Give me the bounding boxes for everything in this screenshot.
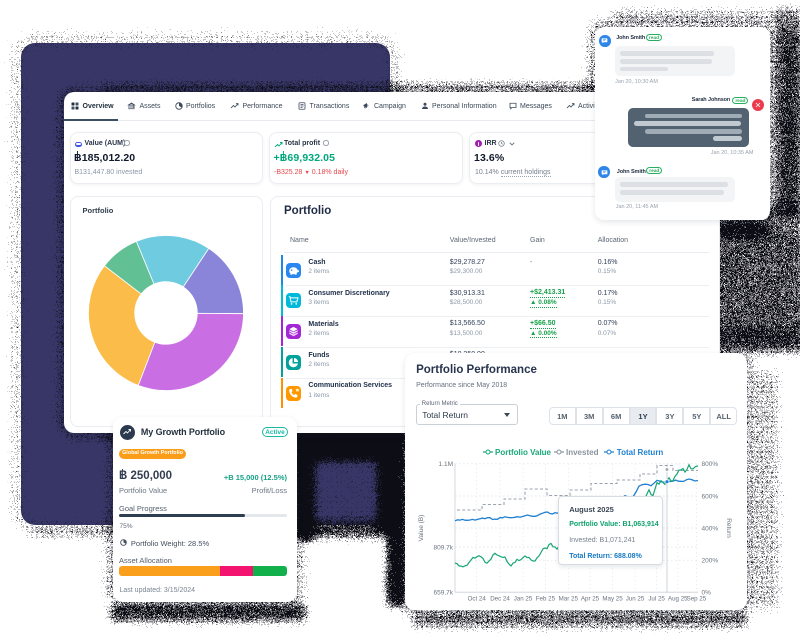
svg-text:Oct 24: Oct 24 bbox=[468, 596, 487, 603]
svg-text:Mar 25: Mar 25 bbox=[559, 596, 579, 603]
svg-text:Value (B): Value (B) bbox=[418, 515, 425, 542]
svg-text:Return: Return bbox=[725, 518, 732, 538]
svg-text:Feb 25: Feb 25 bbox=[536, 596, 556, 603]
svg-text:May 25: May 25 bbox=[602, 596, 623, 603]
svg-text:1.1M: 1.1M bbox=[439, 461, 453, 468]
svg-text:Jan 25: Jan 25 bbox=[514, 596, 533, 603]
svg-text:809.7k: 809.7k bbox=[433, 544, 453, 551]
svg-text:659.7k: 659.7k bbox=[433, 590, 453, 597]
svg-text:600%: 600% bbox=[702, 493, 719, 500]
svg-text:200%: 200% bbox=[702, 557, 719, 564]
svg-text:0%: 0% bbox=[702, 590, 712, 597]
svg-text:Aug 25: Aug 25 bbox=[668, 596, 688, 603]
svg-text:Sep 25: Sep 25 bbox=[687, 596, 707, 603]
svg-text:Jul 25: Jul 25 bbox=[648, 596, 665, 603]
svg-text:Dec 24: Dec 24 bbox=[490, 596, 510, 603]
svg-text:Apr 25: Apr 25 bbox=[581, 596, 600, 603]
svg-text:Jun 25: Jun 25 bbox=[626, 596, 645, 603]
svg-text:400%: 400% bbox=[702, 525, 719, 532]
svg-text:800%: 800% bbox=[702, 461, 719, 468]
